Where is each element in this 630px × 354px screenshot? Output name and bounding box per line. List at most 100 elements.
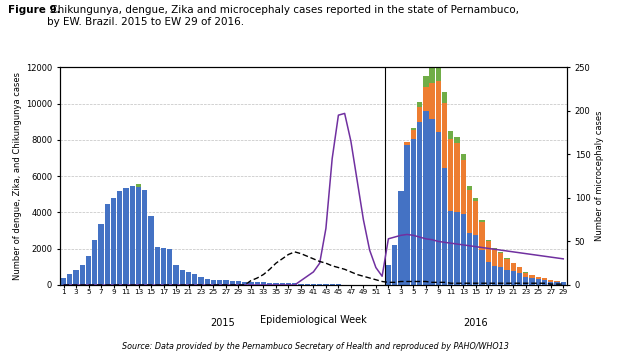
Bar [554, 281, 559, 282]
Bar [211, 280, 216, 285]
Text: 2016: 2016 [464, 318, 488, 327]
Bar [467, 186, 472, 190]
Bar [105, 204, 110, 285]
Bar [448, 211, 454, 285]
Bar [436, 81, 441, 132]
Bar [436, 132, 441, 285]
Bar [323, 284, 329, 285]
Bar [423, 111, 428, 285]
Bar [404, 142, 410, 145]
Bar [448, 139, 454, 211]
Bar [161, 248, 166, 285]
Bar [411, 130, 416, 139]
Y-axis label: Number of dengue, Zika, and Chikungunya cases: Number of dengue, Zika, and Chikungunya … [13, 72, 22, 280]
Bar [423, 76, 428, 87]
Bar [486, 262, 491, 285]
Bar [117, 190, 122, 285]
Bar [123, 188, 129, 285]
Bar [98, 224, 104, 285]
Bar [454, 143, 460, 212]
Bar [417, 102, 422, 107]
Bar [467, 190, 472, 233]
Bar [417, 107, 422, 122]
Bar [548, 281, 553, 285]
Bar [486, 240, 491, 241]
Bar [317, 284, 323, 285]
Bar [255, 282, 260, 285]
Bar [167, 249, 173, 285]
Bar [430, 83, 435, 119]
Bar [511, 263, 516, 272]
Bar [517, 273, 522, 285]
Bar [542, 278, 547, 280]
Bar [554, 282, 559, 285]
Bar [436, 68, 441, 81]
Bar [505, 269, 510, 285]
Bar [336, 284, 341, 285]
Bar [292, 283, 297, 285]
Text: 2015: 2015 [210, 318, 235, 327]
Bar [298, 284, 304, 285]
Bar [479, 250, 484, 285]
Bar [386, 265, 391, 285]
Bar [154, 247, 160, 285]
Bar [473, 198, 478, 201]
Bar [223, 280, 229, 285]
Bar [398, 190, 404, 285]
Bar [511, 272, 516, 285]
Bar [542, 280, 547, 285]
Bar [173, 265, 179, 285]
Bar [61, 278, 66, 285]
Bar [286, 283, 291, 285]
Bar [273, 283, 278, 285]
Bar [236, 281, 241, 285]
Bar [523, 277, 529, 285]
Bar [149, 216, 154, 285]
Bar [404, 145, 410, 285]
Bar [492, 249, 497, 266]
Bar [505, 258, 510, 259]
Bar [529, 278, 535, 285]
Bar [479, 222, 484, 250]
Bar [411, 139, 416, 285]
Bar [473, 235, 478, 285]
Bar [536, 277, 541, 279]
Bar [454, 137, 460, 143]
Y-axis label: Number of microcephaly cases: Number of microcephaly cases [595, 111, 604, 241]
Bar [430, 119, 435, 285]
Bar [411, 128, 416, 130]
Bar [392, 245, 398, 285]
Bar [304, 284, 310, 285]
Bar [248, 282, 254, 285]
Bar [205, 279, 210, 285]
X-axis label: Epidemiological Week: Epidemiological Week [260, 315, 367, 325]
Bar [79, 265, 85, 285]
Bar [479, 221, 484, 222]
Bar [548, 280, 553, 281]
Text: Chikungunya, dengue, Zika and microcephaly cases reported in the state of Pernam: Chikungunya, dengue, Zika and microcepha… [47, 5, 518, 27]
Bar [473, 201, 478, 235]
Bar [111, 198, 116, 285]
Bar [180, 270, 185, 285]
Bar [492, 266, 497, 285]
Bar [229, 281, 235, 285]
Bar [92, 240, 98, 285]
Bar [86, 256, 91, 285]
Bar [461, 154, 466, 160]
Bar [442, 92, 447, 103]
Bar [198, 277, 203, 285]
Bar [467, 233, 472, 285]
Bar [311, 284, 316, 285]
Text: Figure 9.: Figure 9. [8, 5, 60, 15]
Bar [136, 187, 141, 285]
Bar [498, 252, 503, 253]
Bar [561, 282, 566, 285]
Bar [517, 267, 522, 273]
Bar [448, 131, 454, 139]
Bar [267, 282, 272, 285]
Bar [536, 279, 541, 285]
Bar [417, 122, 422, 285]
Bar [529, 275, 535, 278]
Bar [192, 274, 197, 285]
Bar [505, 259, 510, 269]
